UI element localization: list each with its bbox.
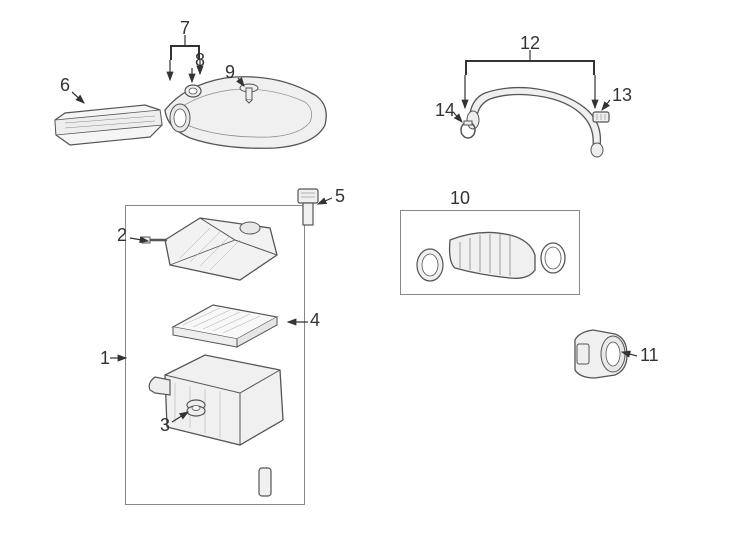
callout-4: 4 bbox=[310, 310, 320, 331]
arrows-layer bbox=[0, 0, 734, 540]
part-stub bbox=[255, 465, 275, 500]
part-air-duct-10 bbox=[410, 220, 570, 290]
callout-5: 5 bbox=[335, 186, 345, 207]
part-throttle-body-11 bbox=[565, 320, 635, 385]
part-clip-9 bbox=[238, 82, 260, 104]
callout-9: 9 bbox=[225, 62, 235, 83]
callout-11: 11 bbox=[640, 345, 659, 366]
part-cover-6 bbox=[50, 95, 170, 155]
part-bolt-2 bbox=[140, 232, 170, 248]
callout-7: 7 bbox=[180, 18, 190, 39]
part-clamp-14 bbox=[458, 120, 478, 140]
callout-8: 8 bbox=[195, 50, 205, 71]
part-filter-4 bbox=[165, 295, 285, 350]
callout-2: 2 bbox=[117, 225, 127, 246]
part-grommet-8 bbox=[183, 82, 203, 100]
part-upper-housing bbox=[155, 210, 285, 295]
callout-12: 12 bbox=[520, 33, 540, 54]
callout-10: 10 bbox=[450, 188, 470, 209]
callout-14: 14 bbox=[435, 100, 455, 121]
callout-13: 13 bbox=[612, 85, 632, 106]
part-sensor-5 bbox=[290, 185, 325, 230]
part-lower-housing bbox=[145, 345, 295, 465]
part-clamp-13 bbox=[590, 108, 612, 126]
part-grommet-3 bbox=[185, 398, 207, 418]
callout-6: 6 bbox=[60, 75, 70, 96]
callout-1: 1 bbox=[100, 348, 110, 369]
bracket-12 bbox=[465, 60, 595, 75]
callout-3: 3 bbox=[160, 415, 170, 436]
